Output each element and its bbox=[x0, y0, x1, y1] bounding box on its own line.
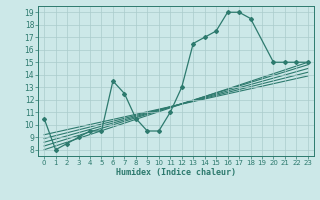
X-axis label: Humidex (Indice chaleur): Humidex (Indice chaleur) bbox=[116, 168, 236, 177]
